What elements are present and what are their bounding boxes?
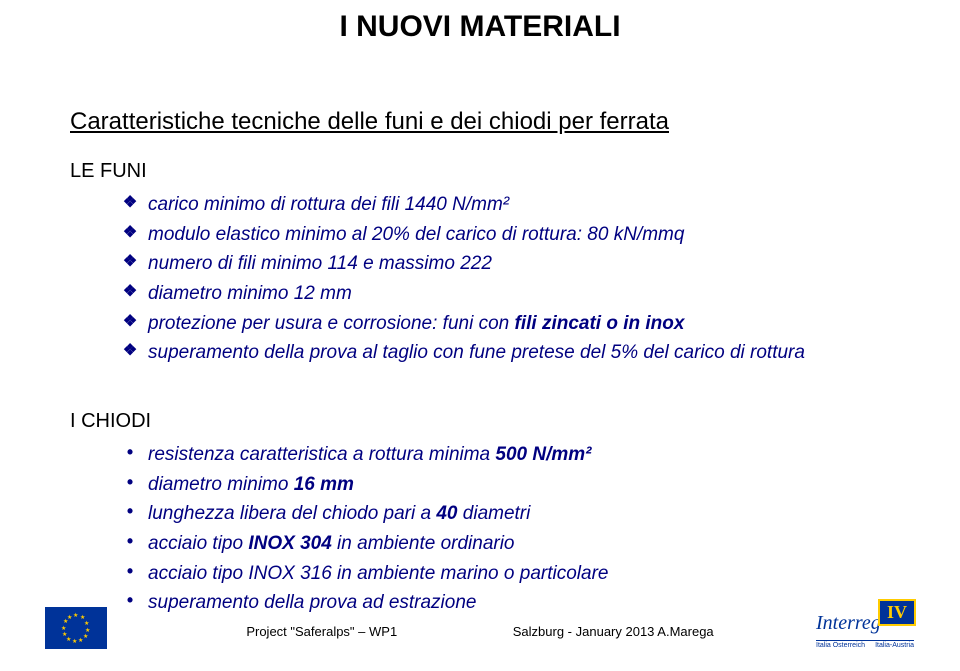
diamond-bullet-icon: ❖	[120, 222, 140, 244]
item-text: protezione per usura e corrosione: funi …	[148, 311, 900, 337]
diamond-bullet-icon: ❖	[120, 311, 140, 333]
footer-right: Salzburg - January 2013 A.Marega	[513, 624, 714, 639]
interreg-sub-left: Italia Österreich	[816, 642, 865, 649]
list-lefuni: ❖ carico minimo di rottura dei fili 1440…	[120, 192, 900, 370]
footer-text: Project "Saferalps" – WP1 Salzburg - Jan…	[200, 624, 760, 639]
section-label-ichiodi: I CHIODI	[70, 410, 151, 433]
dot-bullet-icon: •	[120, 531, 140, 553]
slide-subtitle: Caratteristiche tecniche delle funi e de…	[70, 108, 669, 136]
item-text: resistenza caratteristica a rottura mini…	[148, 442, 900, 468]
list-item: ❖ modulo elastico minimo al 20% del cari…	[120, 222, 900, 248]
diamond-bullet-icon: ❖	[120, 281, 140, 303]
dot-bullet-icon: •	[120, 561, 140, 583]
item-text: acciaio tipo INOX 304 in ambiente ordina…	[148, 531, 900, 557]
dot-bullet-icon: •	[120, 501, 140, 523]
footer: ★ ★ ★ ★ ★ ★ ★ ★ ★ ★ ★ ★ Project "Saferal…	[0, 594, 960, 649]
interreg-logo: Interreg IV Italia Österreich Italia-Aus…	[810, 597, 920, 649]
list-item: ❖ protezione per usura e corrosione: fun…	[120, 311, 900, 337]
list-item: • acciaio tipo INOX 304 in ambiente ordi…	[120, 531, 900, 557]
footer-left: Project "Saferalps" – WP1	[246, 624, 397, 639]
eu-stars: ★ ★ ★ ★ ★ ★ ★ ★ ★ ★ ★ ★	[61, 613, 91, 643]
diamond-bullet-icon: ❖	[120, 192, 140, 214]
list-item: • diametro minimo 16 mm	[120, 472, 900, 498]
list-item: ❖ diametro minimo 12 mm	[120, 281, 900, 307]
item-text: superamento della prova al taglio con fu…	[148, 340, 900, 366]
dot-bullet-icon: •	[120, 442, 140, 464]
item-text: diametro minimo 16 mm	[148, 472, 900, 498]
item-text: numero di fili minimo 114 e massimo 222	[148, 251, 900, 277]
diamond-bullet-icon: ❖	[120, 340, 140, 362]
list-item: ❖ superamento della prova al taglio con …	[120, 340, 900, 366]
item-text: modulo elastico minimo al 20% del carico…	[148, 222, 900, 248]
item-text: carico minimo di rottura dei fili 1440 N…	[148, 192, 900, 218]
dot-bullet-icon: •	[120, 472, 140, 494]
slide: I NUOVI MATERIALI Caratteristiche tecnic…	[0, 0, 960, 671]
interreg-main: Interreg	[816, 613, 881, 633]
list-item: • resistenza caratteristica a rottura mi…	[120, 442, 900, 468]
eu-flag-icon: ★ ★ ★ ★ ★ ★ ★ ★ ★ ★ ★ ★	[45, 607, 107, 649]
interreg-sub-right: Italia-Austria	[875, 642, 914, 649]
interreg-roman: IV	[878, 599, 916, 626]
list-item: ❖ numero di fili minimo 114 e massimo 22…	[120, 251, 900, 277]
item-text: acciaio tipo INOX 316 in ambiente marino…	[148, 561, 900, 587]
slide-title: I NUOVI MATERIALI	[0, 10, 960, 44]
list-item: • lunghezza libera del chiodo pari a 40 …	[120, 501, 900, 527]
item-text: lunghezza libera del chiodo pari a 40 di…	[148, 501, 900, 527]
diamond-bullet-icon: ❖	[120, 251, 140, 273]
interreg-sub: Italia Österreich Italia-Austria	[816, 640, 914, 649]
item-text: diametro minimo 12 mm	[148, 281, 900, 307]
section-label-lefuni: LE FUNI	[70, 160, 147, 183]
list-item: ❖ carico minimo di rottura dei fili 1440…	[120, 192, 900, 218]
list-item: • acciaio tipo INOX 316 in ambiente mari…	[120, 561, 900, 587]
